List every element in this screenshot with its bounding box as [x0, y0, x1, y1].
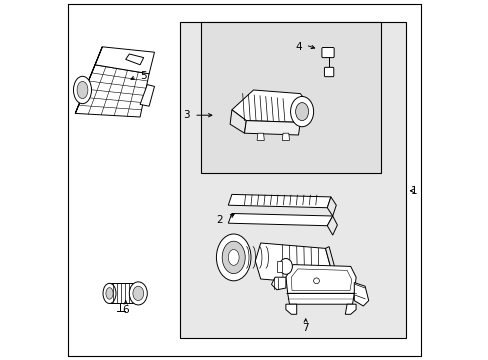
Polygon shape: [354, 283, 368, 306]
Polygon shape: [282, 133, 289, 140]
Ellipse shape: [290, 96, 313, 127]
Text: 3: 3: [183, 110, 190, 120]
Bar: [201, 22, 381, 173]
Polygon shape: [325, 247, 334, 268]
Ellipse shape: [295, 103, 308, 121]
Polygon shape: [140, 85, 154, 106]
Bar: [109, 283, 133, 303]
Polygon shape: [285, 265, 355, 293]
Polygon shape: [345, 304, 355, 314]
Ellipse shape: [216, 234, 250, 281]
Polygon shape: [271, 277, 285, 290]
Bar: [179, 22, 406, 338]
FancyBboxPatch shape: [321, 48, 333, 58]
Text: 2: 2: [216, 215, 222, 225]
Polygon shape: [230, 110, 246, 133]
Polygon shape: [228, 194, 330, 208]
Ellipse shape: [133, 286, 143, 301]
Text: 1: 1: [409, 186, 416, 196]
Ellipse shape: [77, 81, 88, 99]
FancyBboxPatch shape: [324, 67, 333, 77]
Polygon shape: [228, 213, 332, 226]
Polygon shape: [257, 133, 264, 140]
Ellipse shape: [129, 282, 147, 305]
Text: 7: 7: [302, 323, 308, 333]
Text: 4: 4: [295, 42, 301, 52]
Ellipse shape: [279, 258, 292, 274]
Polygon shape: [287, 293, 354, 304]
Ellipse shape: [313, 278, 319, 284]
Polygon shape: [75, 47, 102, 113]
Polygon shape: [125, 54, 143, 65]
Polygon shape: [326, 197, 336, 216]
Polygon shape: [231, 90, 312, 122]
Ellipse shape: [222, 241, 244, 274]
Ellipse shape: [103, 283, 116, 303]
Polygon shape: [326, 216, 337, 235]
Text: 5: 5: [140, 71, 147, 81]
Polygon shape: [276, 261, 281, 272]
Ellipse shape: [228, 249, 239, 265]
Ellipse shape: [106, 288, 113, 299]
Polygon shape: [285, 304, 296, 314]
Text: 6: 6: [122, 305, 129, 315]
Polygon shape: [244, 121, 300, 135]
Polygon shape: [75, 65, 149, 117]
Polygon shape: [255, 243, 330, 284]
Ellipse shape: [73, 76, 91, 104]
Polygon shape: [95, 47, 154, 74]
